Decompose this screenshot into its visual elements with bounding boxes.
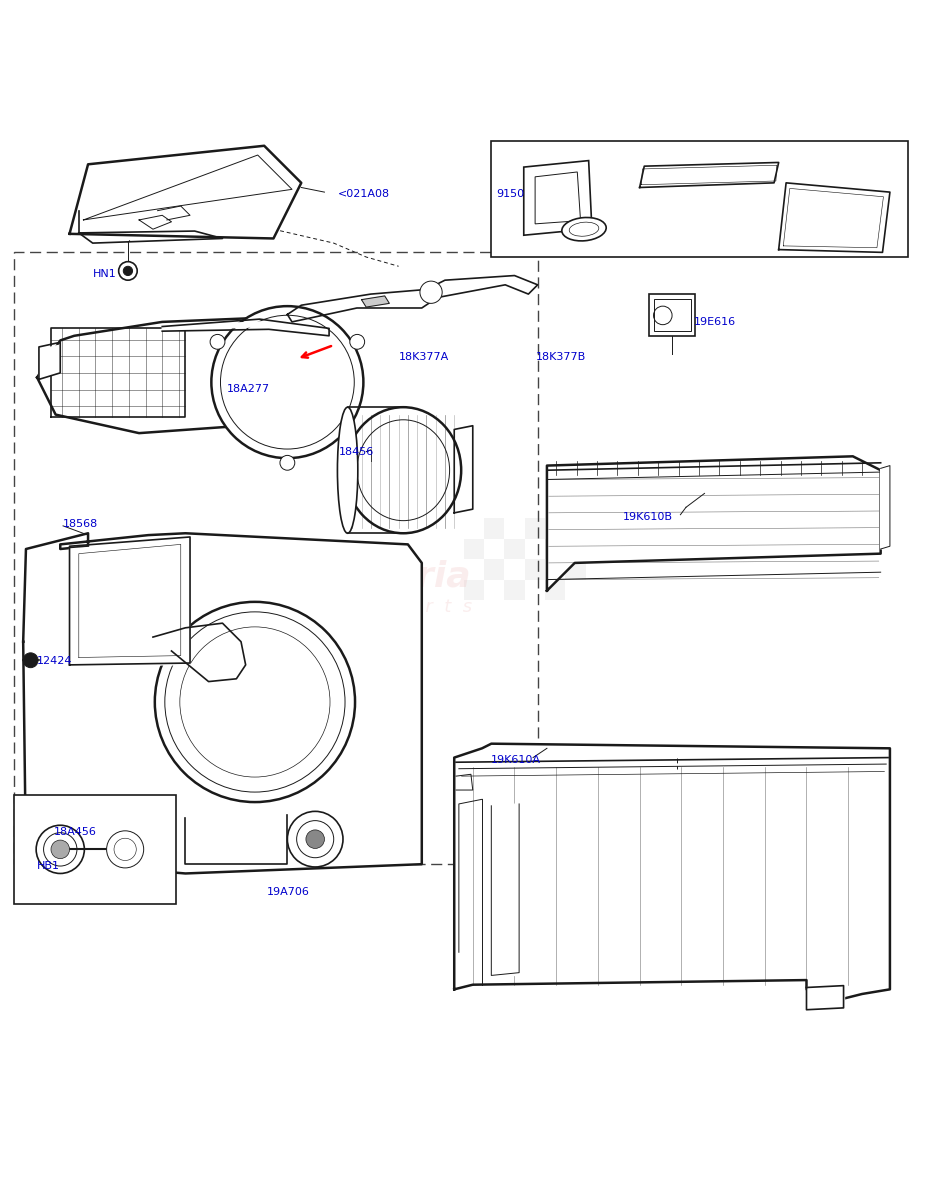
Polygon shape <box>806 988 844 1008</box>
Polygon shape <box>454 744 890 998</box>
Circle shape <box>349 335 364 349</box>
Circle shape <box>420 281 442 304</box>
Circle shape <box>287 811 343 866</box>
Polygon shape <box>23 533 422 874</box>
Polygon shape <box>39 346 60 378</box>
Circle shape <box>211 306 363 458</box>
Bar <box>525 559 545 580</box>
Bar <box>525 518 545 539</box>
Polygon shape <box>37 317 352 433</box>
Text: 19K610B: 19K610B <box>623 511 673 522</box>
Ellipse shape <box>562 217 606 241</box>
Bar <box>504 580 525 600</box>
Bar <box>464 539 484 559</box>
Ellipse shape <box>337 407 358 533</box>
Polygon shape <box>287 289 436 322</box>
Text: 19A706: 19A706 <box>267 887 310 898</box>
Bar <box>649 294 695 336</box>
Bar <box>565 559 586 580</box>
Text: 12424: 12424 <box>37 656 72 666</box>
Circle shape <box>155 602 355 802</box>
Polygon shape <box>881 466 890 550</box>
Text: scuderia: scuderia <box>298 560 472 594</box>
Bar <box>491 142 908 257</box>
Text: HN1: HN1 <box>93 269 117 278</box>
Circle shape <box>123 266 133 276</box>
Bar <box>545 580 565 600</box>
Text: 18A456: 18A456 <box>54 827 96 836</box>
Text: p  a  r  t  s: p a r t s <box>380 599 473 617</box>
Polygon shape <box>185 811 287 869</box>
Text: 19K610A: 19K610A <box>491 755 541 766</box>
Text: 19E616: 19E616 <box>693 317 735 326</box>
Text: 18456: 18456 <box>338 446 374 457</box>
Polygon shape <box>162 322 329 336</box>
Bar <box>504 539 525 559</box>
Bar <box>14 252 538 864</box>
Bar <box>484 518 504 539</box>
Text: 18K377B: 18K377B <box>536 352 586 362</box>
Polygon shape <box>426 276 538 299</box>
Polygon shape <box>362 296 389 307</box>
Polygon shape <box>454 426 473 512</box>
Circle shape <box>280 455 295 470</box>
Polygon shape <box>70 540 190 665</box>
Bar <box>565 518 586 539</box>
Polygon shape <box>547 456 881 590</box>
Circle shape <box>210 335 225 349</box>
Circle shape <box>23 653 38 667</box>
Bar <box>484 559 504 580</box>
Bar <box>545 539 565 559</box>
Polygon shape <box>640 162 779 187</box>
Polygon shape <box>491 804 519 976</box>
Text: <021A08: <021A08 <box>338 188 390 199</box>
Circle shape <box>51 840 70 859</box>
Bar <box>654 299 691 331</box>
Text: 18568: 18568 <box>63 518 98 529</box>
Text: 18K377A: 18K377A <box>399 352 449 362</box>
Text: HB1: HB1 <box>37 862 60 871</box>
Polygon shape <box>346 407 461 533</box>
Circle shape <box>107 830 144 868</box>
Circle shape <box>36 826 84 874</box>
Text: 9150: 9150 <box>496 188 524 199</box>
Polygon shape <box>779 182 890 252</box>
Bar <box>14 794 176 904</box>
Circle shape <box>306 830 324 848</box>
Polygon shape <box>70 145 301 239</box>
Text: 18A277: 18A277 <box>227 384 271 394</box>
Bar <box>464 580 484 600</box>
Circle shape <box>119 262 137 280</box>
Polygon shape <box>524 161 591 235</box>
